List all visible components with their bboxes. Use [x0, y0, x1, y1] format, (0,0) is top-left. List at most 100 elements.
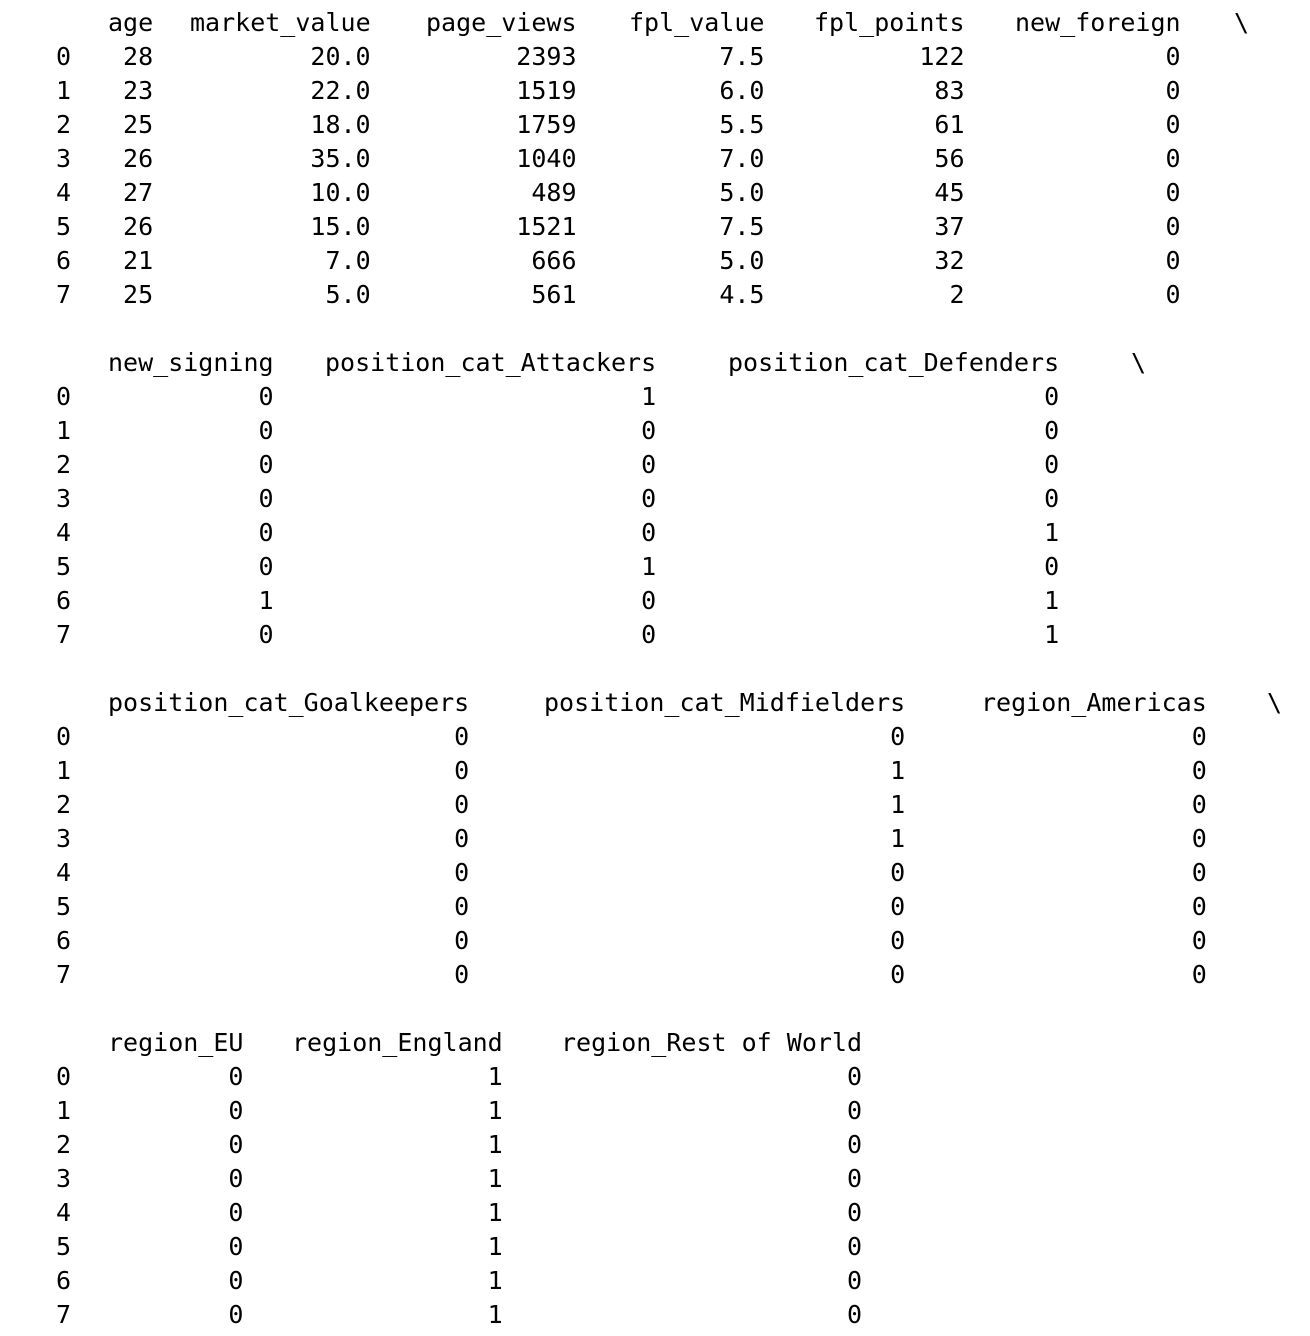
table-cell: 0 — [1191, 790, 1207, 819]
table-row: 2 25 18.0 1759 5.5 61 0 — [0, 108, 1310, 142]
table-row: 5 26 15.0 1521 7.5 37 0 — [0, 210, 1310, 244]
table-cell: 0 — [258, 416, 274, 445]
table-header-row: position_cat_Goalkeepers position_cat_Mid… — [0, 686, 1310, 720]
table-cell: 0 — [846, 1130, 863, 1159]
column-header: region_England — [292, 1028, 503, 1057]
table-cell: 0 — [454, 960, 470, 989]
table-cell: 4.5 — [719, 280, 765, 309]
table-cell: 1040 — [516, 144, 577, 173]
table-cell: 0 — [1165, 144, 1181, 173]
table-header-row: age market_value page_views fpl_value fpl_po… — [0, 6, 1310, 40]
table-cell: 0 — [846, 1164, 863, 1193]
row-index: 7 — [56, 1300, 72, 1329]
row-index: 3 — [56, 484, 72, 513]
table-row: 4 0 0 0 — [0, 856, 1310, 890]
table-row: 6 21 7.0 666 5.0 32 0 — [0, 244, 1310, 278]
table-cell: 10.0 — [310, 178, 371, 207]
table-row: 1 0 0 0 — [0, 414, 1310, 448]
table-cell: 0 — [1191, 960, 1207, 989]
table-cell: 7.0 — [325, 246, 371, 275]
table-cell: 1 — [890, 790, 906, 819]
row-index: 5 — [56, 1232, 72, 1261]
row-index: 7 — [56, 620, 72, 649]
row-index: 6 — [56, 926, 72, 955]
table-row: 4 0 0 1 — [0, 516, 1310, 550]
table-cell: 1 — [487, 1096, 503, 1125]
table-cell: 0 — [258, 620, 274, 649]
table-cell: 83 — [934, 76, 965, 105]
table-cell: 25 — [123, 280, 154, 309]
table-cell: 0 — [454, 926, 470, 955]
table-cell: 0 — [454, 756, 470, 785]
table-cell: 0 — [1191, 756, 1207, 785]
table-cell: 0 — [1191, 858, 1207, 887]
row-index: 1 — [56, 76, 72, 105]
table-cell: 28 — [123, 42, 154, 71]
table-cell: 7.5 — [719, 42, 765, 71]
table-cell: 18.0 — [310, 110, 371, 139]
table-row: 5 0 1 0 — [0, 1230, 1310, 1264]
table-cell: 7.5 — [719, 212, 765, 241]
table-cell: 0 — [1165, 178, 1181, 207]
table-cell: 5.5 — [719, 110, 765, 139]
table-cell: 0 — [890, 858, 906, 887]
table-row: 1 0 1 0 — [0, 754, 1310, 788]
column-header: market_value — [190, 8, 371, 37]
table-row: 3 26 35.0 1040 7.0 56 0 — [0, 142, 1310, 176]
table-cell: 1 — [1044, 518, 1060, 547]
table-cell: 0 — [454, 790, 470, 819]
table-cell: 1 — [487, 1062, 503, 1091]
table-cell: 0 — [1165, 212, 1181, 241]
table-cell: 0 — [228, 1096, 244, 1125]
row-index: 0 — [56, 1062, 72, 1091]
table-cell: 122 — [919, 42, 965, 71]
table-row: 5 0 1 0 — [0, 550, 1310, 584]
column-header: region_Rest of World — [561, 1028, 863, 1057]
table-cell: 0 — [258, 484, 274, 513]
table-cell: 0 — [1044, 450, 1060, 479]
row-index: 6 — [56, 246, 72, 275]
row-index: 2 — [56, 790, 72, 819]
table-cell: 0 — [228, 1266, 244, 1295]
table-header-row: region_EU region_England region_Rest of Wo… — [0, 1026, 1310, 1060]
table-cell: 0 — [1165, 280, 1181, 309]
table-cell: 1 — [487, 1266, 503, 1295]
table-cell: 1 — [487, 1232, 503, 1261]
table-cell: 0 — [454, 824, 470, 853]
table-cell: 2 — [949, 280, 965, 309]
row-index: 0 — [56, 42, 72, 71]
table-cell: 0 — [1165, 246, 1181, 275]
row-index: 4 — [56, 1198, 72, 1227]
table-cell: 0 — [846, 1096, 863, 1125]
table-cell: 0 — [641, 450, 657, 479]
table-cell: 1519 — [516, 76, 577, 105]
table-cell: 1 — [890, 756, 906, 785]
table-row: 0 0 1 0 — [0, 1060, 1310, 1094]
table-row: 3 0 1 0 — [0, 822, 1310, 856]
table-cell: 0 — [641, 484, 657, 513]
row-index: 4 — [56, 518, 72, 547]
table-cell: 1 — [641, 382, 657, 411]
table-cell: 26 — [123, 212, 154, 241]
table-cell: 5.0 — [325, 280, 371, 309]
table-row: 7 25 5.0 561 4.5 2 0 — [0, 278, 1310, 312]
row-index: 5 — [56, 212, 72, 241]
table-row: 7 0 0 0 — [0, 958, 1310, 992]
table-cell: 0 — [1165, 42, 1181, 71]
table-cell: 27 — [123, 178, 154, 207]
row-index: 3 — [56, 1164, 72, 1193]
table-cell: 0 — [890, 892, 906, 921]
table-cell: 1759 — [516, 110, 577, 139]
table-cell: 489 — [531, 178, 577, 207]
column-header: position_cat_Defenders — [728, 348, 1060, 377]
table-cell: 0 — [846, 1266, 863, 1295]
table-cell: 0 — [846, 1300, 863, 1329]
table-cell: 21 — [123, 246, 154, 275]
table-cell: 1 — [487, 1198, 503, 1227]
table-cell: 7.0 — [719, 144, 765, 173]
table-row: 4 27 10.0 489 5.0 45 0 — [0, 176, 1310, 210]
table-cell: 0 — [454, 722, 470, 751]
row-index: 7 — [56, 280, 72, 309]
